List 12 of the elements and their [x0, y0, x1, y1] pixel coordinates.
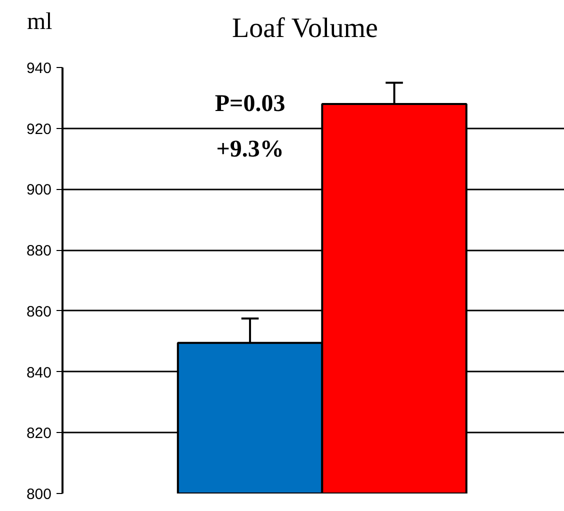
- y-tick-label: 880: [26, 242, 52, 260]
- annotation: +9.3%: [216, 136, 284, 163]
- y-tick-label: 900: [26, 182, 52, 199]
- y-tick-label: 840: [26, 364, 52, 382]
- y-tick-label: 860: [26, 303, 52, 320]
- y-axis-title: ml: [27, 8, 52, 37]
- chart-title: Loaf Volume: [232, 12, 378, 46]
- annotation: P=0.03: [214, 91, 286, 118]
- y-tick-label: 940: [26, 60, 52, 77]
- y-tick-label: 820: [26, 425, 52, 442]
- y-tick-label: 800: [26, 486, 52, 503]
- y-tick-label: 920: [26, 120, 52, 138]
